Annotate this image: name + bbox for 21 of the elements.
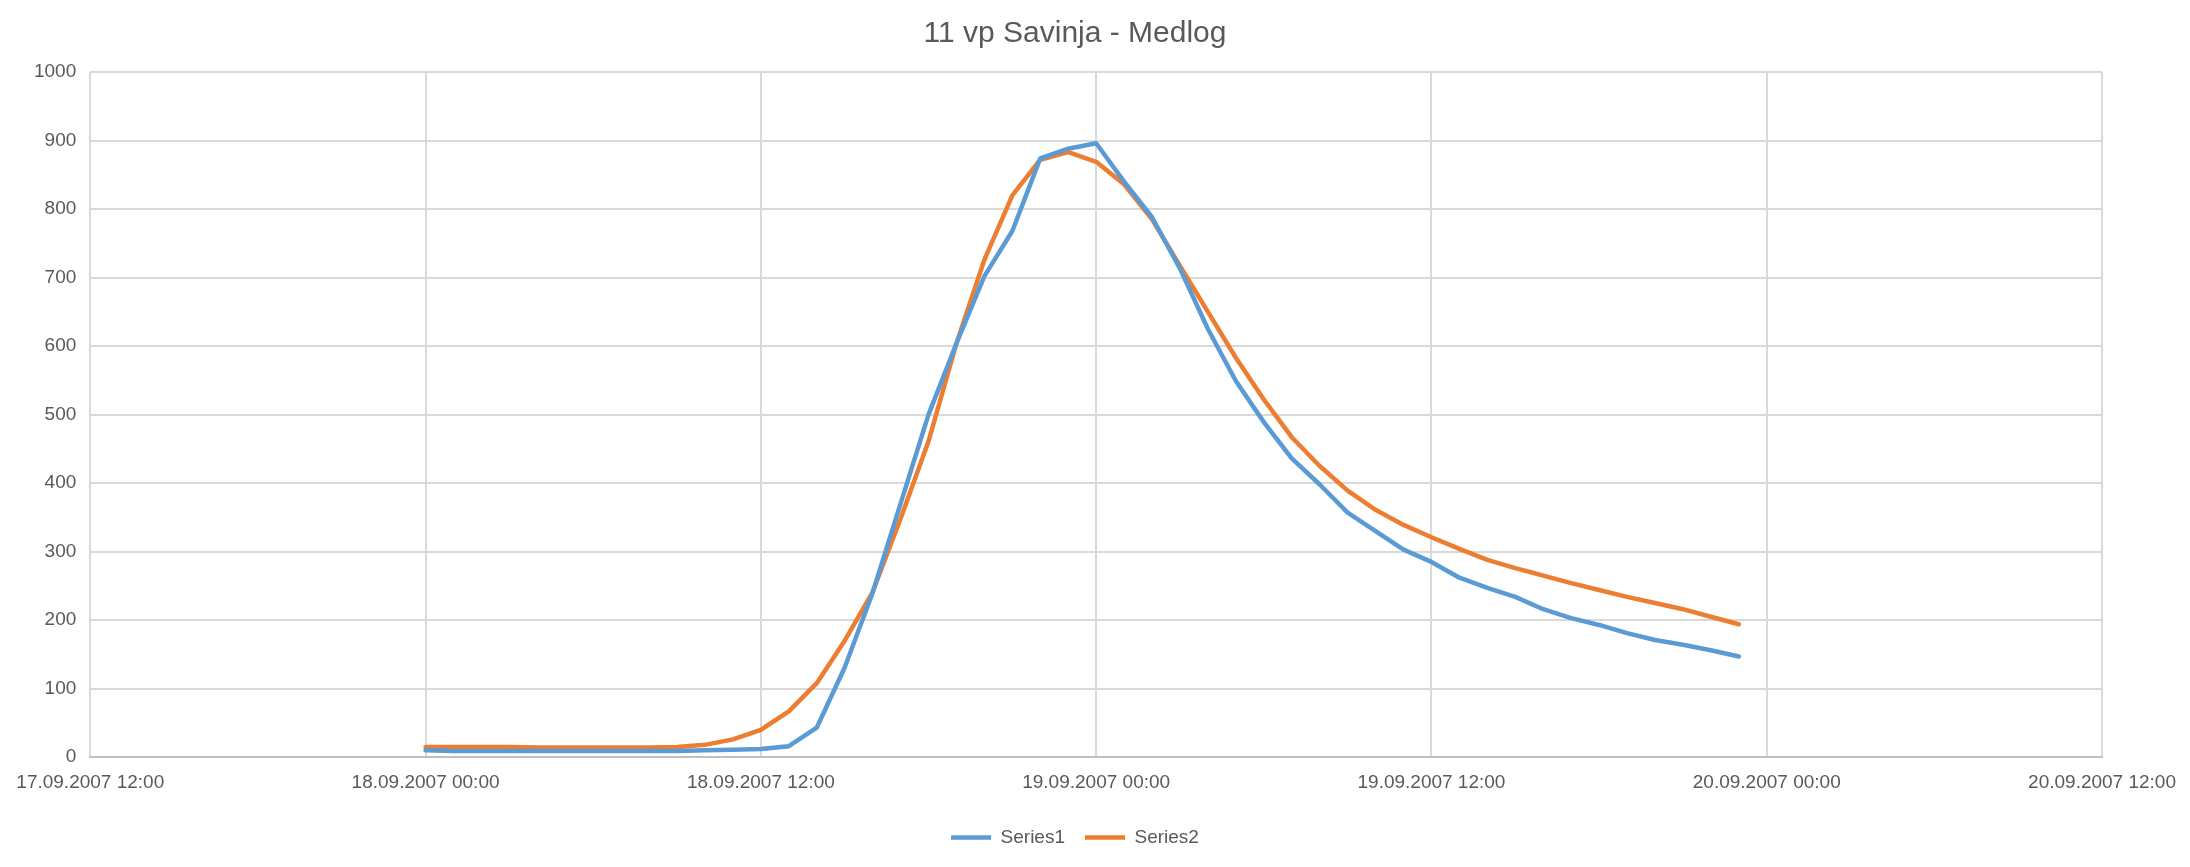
y-tick-label: 800	[44, 197, 77, 219]
y-tick-label: 400	[44, 471, 77, 493]
x-tick-label: 18.09.2007 00:00	[351, 770, 500, 792]
y-tick-label: 200	[44, 608, 77, 630]
y-tick-label: 600	[44, 334, 77, 356]
x-tick-label: 18.09.2007 12:00	[686, 770, 835, 792]
y-tick-label: 0	[65, 745, 77, 767]
legend-label: Series2	[1134, 825, 1199, 847]
y-tick-label: 1000	[33, 60, 77, 82]
y-tick-label: 300	[44, 539, 77, 561]
x-tick-label: 20.09.2007 00:00	[1692, 770, 1841, 792]
x-tick-label: 19.09.2007 00:00	[1022, 770, 1171, 792]
y-tick-label: 500	[44, 402, 77, 424]
x-tick-label: 19.09.2007 12:00	[1357, 770, 1506, 792]
x-tick-label: 20.09.2007 12:00	[2028, 770, 2176, 792]
y-tick-label: 900	[44, 128, 77, 150]
x-tick-label: 17.09.2007 12:00	[16, 770, 165, 792]
legend-label: Series1	[1000, 825, 1065, 847]
y-tick-label: 100	[44, 676, 77, 698]
chart-title: 11 vp Savinja - Medlog	[923, 15, 1227, 49]
y-tick-label: 700	[44, 265, 77, 287]
